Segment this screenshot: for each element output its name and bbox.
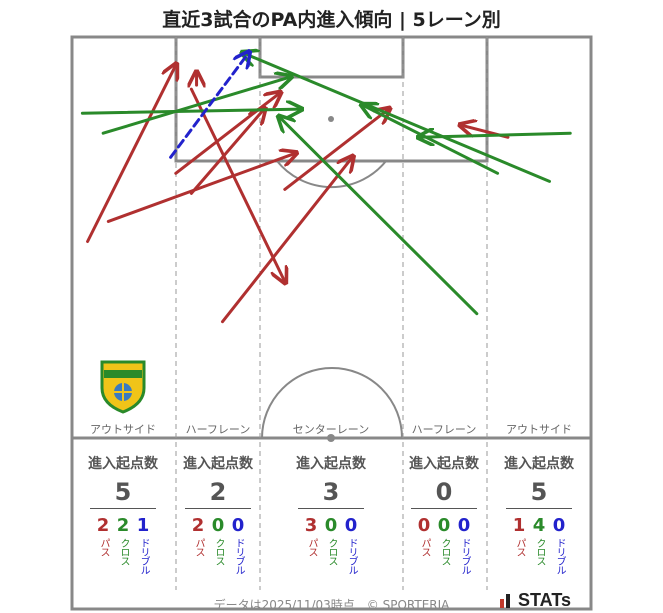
cross-arrow-1: [80, 109, 300, 113]
stat-total: 5: [114, 478, 132, 506]
stat-header: 進入起点数: [504, 456, 574, 472]
cross-label: クロス: [118, 538, 129, 565]
pass-label: パス: [514, 538, 525, 556]
footer-note: データは2025/11/03時点 © SPORTERIA: [213, 598, 450, 612]
brand-logo: STATs: [518, 590, 571, 610]
stat-total: 2: [209, 478, 227, 506]
stat-header: 進入起点数: [296, 456, 366, 472]
dribble-label: ドリブル: [138, 538, 149, 574]
stat-header: 進入起点数: [88, 456, 158, 472]
cross-count: 0: [211, 515, 225, 536]
dribble-label: ドリブル: [459, 538, 470, 574]
pass-arrow-3: [189, 87, 284, 281]
pass-count: 2: [96, 515, 110, 536]
cross-count: 0: [437, 515, 451, 536]
dribble-count: 0: [552, 515, 566, 536]
pass-arrow-7: [283, 109, 389, 191]
cross-count: 0: [324, 515, 338, 536]
stat-divider: [90, 508, 156, 509]
pass-count: 0: [417, 515, 431, 536]
stat-divider: [185, 508, 251, 509]
pass-arrow-1: [86, 65, 176, 244]
cross-label: クロス: [439, 538, 450, 565]
cross-label: クロス: [534, 538, 545, 565]
pass-arrow-8: [174, 93, 280, 175]
cross-count: 2: [116, 515, 130, 536]
lane-label-halfspace-right: ハーフレーン: [411, 423, 477, 436]
cross-arrow-4: [243, 53, 551, 183]
stat-divider: [298, 508, 364, 509]
cross-count: 4: [532, 515, 546, 536]
pass-arrow-6: [189, 109, 264, 195]
pass-arrow-5: [221, 157, 353, 324]
dribble-label: ドリブル: [233, 538, 244, 574]
pass-count: 3: [304, 515, 318, 536]
pass-count: 1: [512, 515, 526, 536]
lane-label-outside-right: アウトサイド: [506, 423, 572, 436]
stat-header: 進入起点数: [183, 456, 253, 472]
cross-arrow-6: [363, 105, 500, 175]
stat-header: 進入起点数: [409, 456, 479, 472]
stat-divider: [411, 508, 477, 509]
pass-count: 2: [191, 515, 205, 536]
chart-title: 直近3試合のPA内進入傾向 | 5レーン別: [162, 9, 501, 31]
stat-divider: [506, 508, 572, 509]
dribble-count: 0: [457, 515, 471, 536]
pass-label: パス: [306, 538, 317, 556]
entry-arrows: [80, 53, 572, 324]
stat-total: 5: [530, 478, 548, 506]
pass-label: パス: [419, 538, 430, 556]
stat-total: 3: [322, 478, 340, 506]
lane-label-center: センターレーン: [292, 423, 370, 436]
cross-arrow-2: [101, 77, 290, 135]
stats-logo-icon: [500, 594, 510, 608]
dribble-count: 1: [136, 515, 150, 536]
pass-label: パス: [193, 538, 204, 556]
center-spot: [327, 434, 335, 442]
dribble-count: 0: [231, 515, 245, 536]
dribble-count: 0: [344, 515, 358, 536]
pass-arrow-4: [106, 153, 295, 223]
dribble-label: ドリブル: [554, 538, 565, 574]
cross-label: クロス: [326, 538, 337, 565]
pass-label: パス: [98, 538, 109, 556]
lane-label-outside-left: アウトサイド: [90, 423, 156, 436]
stat-total: 0: [435, 478, 453, 506]
cross-label: クロス: [213, 538, 224, 565]
lane-label-halfspace-left: ハーフレーン: [185, 423, 251, 436]
lane-dividers: [175, 37, 488, 590]
cross-arrow-5: [280, 117, 479, 316]
dribble-arrow-1: [169, 53, 249, 159]
penalty-spot: [328, 116, 334, 122]
team-emblem: [100, 360, 146, 414]
dribble-label: ドリブル: [346, 538, 357, 574]
